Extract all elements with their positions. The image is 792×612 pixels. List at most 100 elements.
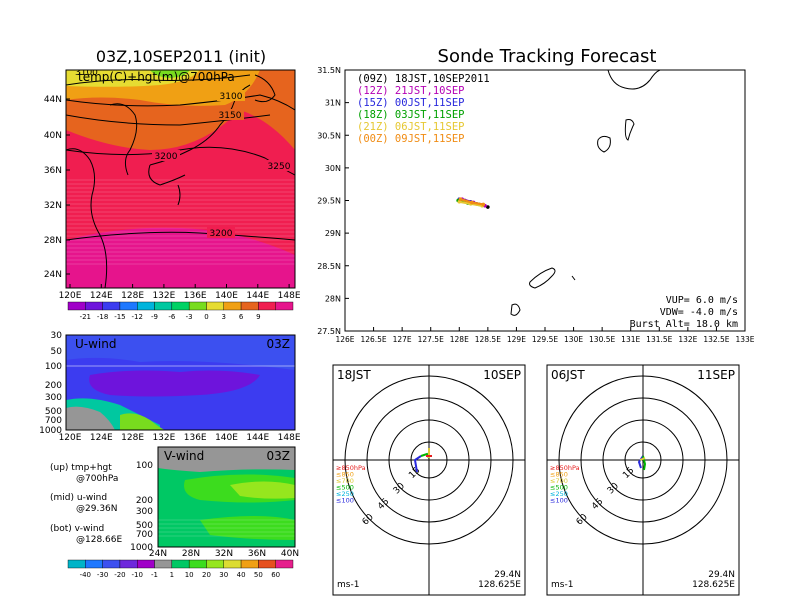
colorbar-swatch	[275, 301, 294, 311]
contour-label: 3250	[268, 162, 291, 172]
hodo-trace	[637, 455, 644, 469]
hodo-trace	[413, 455, 422, 473]
colorbar-label: -15	[114, 313, 125, 321]
legend-entry: (21Z) 06JST,11SEP	[357, 121, 464, 133]
colorbar-label: -12	[132, 313, 143, 321]
lon-tick-label: 140E	[215, 433, 238, 443]
lat-tick-label: 36N	[44, 166, 62, 176]
uwind-time: 03Z	[267, 337, 291, 351]
colorbar-swatch	[67, 301, 86, 311]
lon-tick-label: 124E	[90, 433, 113, 443]
pressure-tick-label: 300	[136, 507, 153, 517]
hodograph-left: 18JST 10SEP15304560≥850hPa≤850≤700≤500≤25…	[332, 364, 526, 596]
lat-tick-label: 31.5N	[317, 66, 341, 75]
pressure-legend-entry: ≤100	[336, 497, 354, 505]
note-line: @700hPa	[76, 474, 118, 484]
pressure-tick-label: 500	[45, 407, 62, 417]
track-point	[486, 205, 490, 209]
lon-tick-label: 130E	[564, 335, 583, 344]
lon-tick-label: 127E	[393, 335, 412, 344]
vwind-x-axis: 24N 28N 32N 36N 40N	[149, 549, 299, 559]
lon-tick-label: 140E	[215, 291, 238, 301]
lon-tick-label: 129.5E	[532, 335, 558, 344]
colorbar-swatch	[171, 301, 190, 311]
contour-label: 3100	[75, 68, 98, 78]
pressure-tick-label: 700	[136, 530, 153, 540]
lon-tick-label: 127.5E	[418, 335, 444, 344]
colorbar-label: 60	[271, 571, 280, 579]
track-point	[470, 200, 474, 205]
lon-tick-label: 126E	[335, 335, 354, 344]
pressure-legend-entry: ≤700	[550, 477, 568, 485]
main-x-axis: 126E 126.5E 127E 127.5E 128E 128.5E 129E 129.5E…	[335, 327, 755, 344]
temperature-colorbar: -21 -18 -15 -12 -9 -6 -3 0 3 6 9	[67, 301, 294, 321]
colorbar-swatch	[258, 301, 276, 311]
note-line: (bot) v-wind	[50, 524, 104, 534]
hodo-lon: 128.625E	[692, 580, 735, 590]
legend-entry: (00Z) 09JST,11SEP	[357, 133, 464, 145]
uwind-label: U-wind	[75, 337, 116, 351]
colorbar-label: -30	[97, 571, 108, 579]
colorbar-swatch	[102, 301, 121, 311]
colorbar-swatch	[223, 301, 242, 311]
lat-tick-label: 32N	[215, 549, 233, 559]
track-point	[481, 202, 486, 207]
colorbar-label: -6	[168, 313, 176, 321]
vwind-label: V-wind	[164, 449, 204, 463]
hodograph-right: 06JST 11SEP15304560≥850hPa≤850≤700≤500≤25…	[546, 364, 740, 596]
colorbar-swatch	[275, 559, 294, 569]
pressure-tick-label: 200	[45, 381, 62, 391]
lon-tick-label: 128.5E	[475, 335, 501, 344]
colorbar-label: 0	[204, 313, 208, 321]
lon-tick-label: 132E	[152, 291, 175, 301]
main-title: Sonde Tracking Forecast	[438, 46, 657, 67]
pressure-tick-label: 100	[45, 362, 62, 372]
colorbar-swatch	[188, 559, 207, 569]
lon-tick-label: 132E	[678, 335, 697, 344]
pressure-tick-label: 100	[136, 461, 153, 471]
contour-label: 3200	[155, 152, 178, 162]
wind-colorbar: -40 -30 -20 -10 -1 1 10 20 30 40 50 60	[67, 559, 294, 579]
lat-tick-label: 30N	[325, 164, 341, 173]
pressure-legend-entry: ≤700	[336, 477, 354, 485]
pressure-legend-entry: ≤500	[336, 484, 354, 492]
pressure-tick-label: 30	[51, 331, 63, 341]
pressure-tick-label: 200	[136, 496, 153, 506]
vwind-time: 03Z	[267, 449, 291, 463]
note-line: (up) tmp+hgt	[50, 463, 112, 473]
pressure-tick-label: 1000	[39, 426, 62, 436]
colorbar-label: 6	[239, 313, 244, 321]
pressure-tick-label: 700	[45, 416, 62, 426]
hodo-date-label: 11SEP	[697, 368, 735, 382]
panel-legend-notes: (up) tmp+hgt @700hPa (mid) u-wind @29.36…	[50, 463, 122, 545]
uwind-x-axis: 120E 124E 128E 132E 136E 140E 144E 148E	[59, 433, 301, 443]
colorbar-label: -40	[80, 571, 91, 579]
pressure-tick-label: 500	[136, 521, 153, 531]
track-point	[458, 197, 463, 201]
lat-tick-label: 29N	[325, 229, 341, 238]
hodo-time-label: 06JST	[551, 368, 585, 382]
pressure-legend-entry: ≤100	[550, 497, 568, 505]
lon-tick-label: 126.5E	[360, 335, 386, 344]
lat-tick-label: 29.5N	[317, 197, 341, 206]
note-line: (mid) u-wind	[50, 493, 107, 503]
left-panel-subtitle: temp(C)+hgt(m)@700hPa	[78, 70, 235, 84]
colorbar-swatch	[85, 559, 103, 569]
colorbar-label: 1	[170, 571, 174, 579]
pressure-legend-entry: ≥850hPa	[550, 464, 580, 472]
colorbar-label: -9	[151, 313, 158, 321]
hodo-date-label: 10SEP	[483, 368, 521, 382]
lat-tick-label: 28N	[325, 294, 341, 303]
contour-label: 3100	[220, 92, 243, 102]
temperature-map-panel: 03Z,10SEP2011 (init)	[44, 47, 301, 321]
lon-tick-label: 132E	[152, 433, 175, 443]
pressure-legend-entry: ≤250	[336, 490, 354, 498]
contour-label: 3200	[210, 229, 233, 239]
lon-tick-label: 128E	[450, 335, 469, 344]
colorbar-swatch	[223, 559, 242, 569]
lon-tick-label: 148E	[278, 291, 301, 301]
lat-tick-label: 36N	[248, 549, 266, 559]
